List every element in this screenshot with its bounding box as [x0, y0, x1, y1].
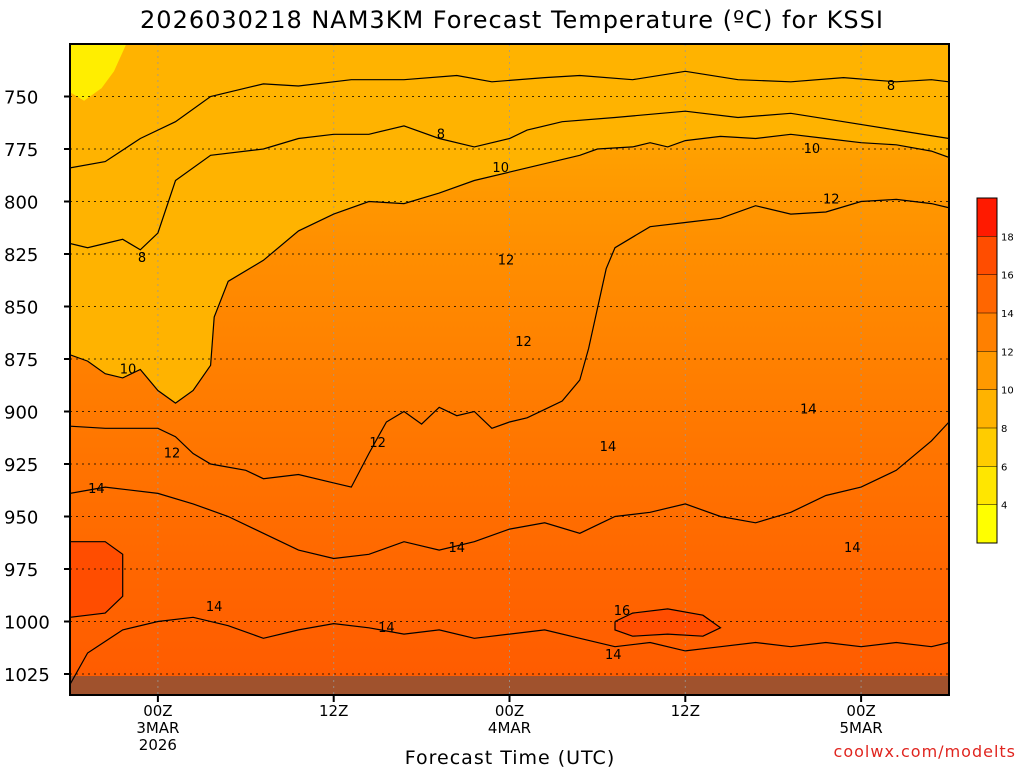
- x-tick-label: 12Z: [319, 702, 348, 720]
- contour-line-16: [70, 541, 124, 618]
- contour-label: 14: [844, 541, 861, 556]
- contour-label: 8: [437, 127, 445, 142]
- colorbar-swatch: [977, 351, 997, 390]
- contour-line-16: [614, 608, 722, 637]
- colorbar-label: 10: [1001, 386, 1014, 397]
- colorbar-label: 14: [1001, 309, 1014, 320]
- colorbar-label: 16: [1001, 271, 1014, 282]
- x-tick-label: 2026: [139, 736, 177, 754]
- chart-title: 2026030218 NAM3KM Forecast Temperature (…: [140, 6, 884, 34]
- y-tick-label: 850: [4, 298, 38, 319]
- contour-label: 10: [804, 142, 821, 157]
- contour-line-8: [70, 70, 949, 169]
- ground-band: [70, 676, 949, 695]
- x-axis-label: Forecast Time (UTC): [405, 747, 615, 768]
- colorbar-label: 6: [1001, 462, 1007, 473]
- plot-area: 8 8 8 10 10 10 12 12 12 12 12 14 14 14 14 14 14 14 14 16 75…: [4, 43, 950, 754]
- contour-line-12: [70, 198, 949, 488]
- colorbar-swatch: [977, 428, 997, 467]
- coldest-corner-zone: [70, 44, 127, 101]
- colorbar-swatch: [977, 466, 997, 505]
- contour-labels: 8 8 8 10 10 10 12 12 12 12 12 14 14 14 14 14 14 14 14 16: [88, 79, 895, 663]
- contour-label: 12: [515, 335, 532, 350]
- colorbar-swatch: [977, 274, 997, 313]
- contour-label: 12: [164, 447, 181, 462]
- contour-label: 12: [498, 253, 515, 268]
- contour-label: 14: [378, 621, 395, 636]
- contour-line-8: [70, 110, 949, 251]
- contour-label: 12: [369, 436, 386, 451]
- y-tick-label: 950: [4, 508, 38, 529]
- x-tick-label: 4MAR: [488, 719, 531, 737]
- x-tick-label: 12Z: [671, 702, 700, 720]
- gridlines: [70, 44, 949, 695]
- y-tick-label: 750: [4, 88, 38, 109]
- contour-label: 10: [120, 363, 137, 378]
- x-tick-label: 00Z: [495, 702, 524, 720]
- colorbar-swatch: [977, 236, 997, 275]
- colorbar-label: 18: [1001, 232, 1014, 243]
- contour-label: 16: [614, 604, 631, 619]
- contour-label: 14: [605, 648, 622, 663]
- colorbar: 4 6 8 10 12 14 16 18: [976, 197, 1014, 544]
- colorbar-swatch: [977, 504, 997, 543]
- y-tick-label: 1000: [4, 613, 50, 634]
- contour-label: 8: [138, 251, 146, 266]
- y-tick-label: 1025: [4, 665, 50, 686]
- colorbar-label: 12: [1001, 347, 1014, 358]
- y-tick-label: 875: [4, 350, 38, 371]
- y-tick-label: 775: [4, 140, 38, 161]
- colorbar-frame: [976, 197, 998, 544]
- cold-zone-above-10: [70, 44, 949, 404]
- contour-label: 14: [600, 440, 617, 455]
- colorbar-swatch: [977, 313, 997, 352]
- contour-lines: [70, 70, 949, 685]
- colorbar-swatch: [977, 389, 997, 428]
- x-tick-label: 3MAR: [136, 719, 179, 737]
- y-tick-label: 975: [4, 560, 38, 581]
- warm-core-zone: [615, 608, 721, 637]
- contour-label: 12: [823, 192, 840, 207]
- x-tick-label: 00Z: [846, 702, 875, 720]
- contour-label: 14: [206, 600, 223, 615]
- contour-label: 14: [88, 482, 105, 497]
- x-tick-label: 00Z: [143, 702, 172, 720]
- colorbar-label: 4: [1001, 501, 1007, 512]
- y-tick-label: 825: [4, 245, 38, 266]
- y-tick-label: 925: [4, 455, 38, 476]
- x-tick-label: 5MAR: [840, 719, 883, 737]
- y-axis: 750 775 800 825 850 875 900 925 950 975 1000 1025: [4, 88, 70, 686]
- contour-label: 8: [887, 79, 895, 94]
- warm-zone-16: [70, 541, 123, 695]
- y-tick-label: 900: [4, 403, 38, 424]
- colorbar-label: 8: [1001, 424, 1007, 435]
- contour-line-10: [70, 133, 949, 404]
- contour-label: 14: [448, 541, 465, 556]
- contour-line-14: [70, 421, 949, 560]
- temperature-fill-zones: [70, 44, 949, 695]
- contour-label: 14: [800, 402, 817, 417]
- credit-text: coolwx.com/modelts: [834, 742, 1016, 761]
- contour-label: 10: [492, 161, 509, 176]
- colorbar-swatch: [977, 198, 997, 237]
- contour-line-14: [70, 616, 949, 685]
- y-tick-label: 800: [4, 193, 38, 214]
